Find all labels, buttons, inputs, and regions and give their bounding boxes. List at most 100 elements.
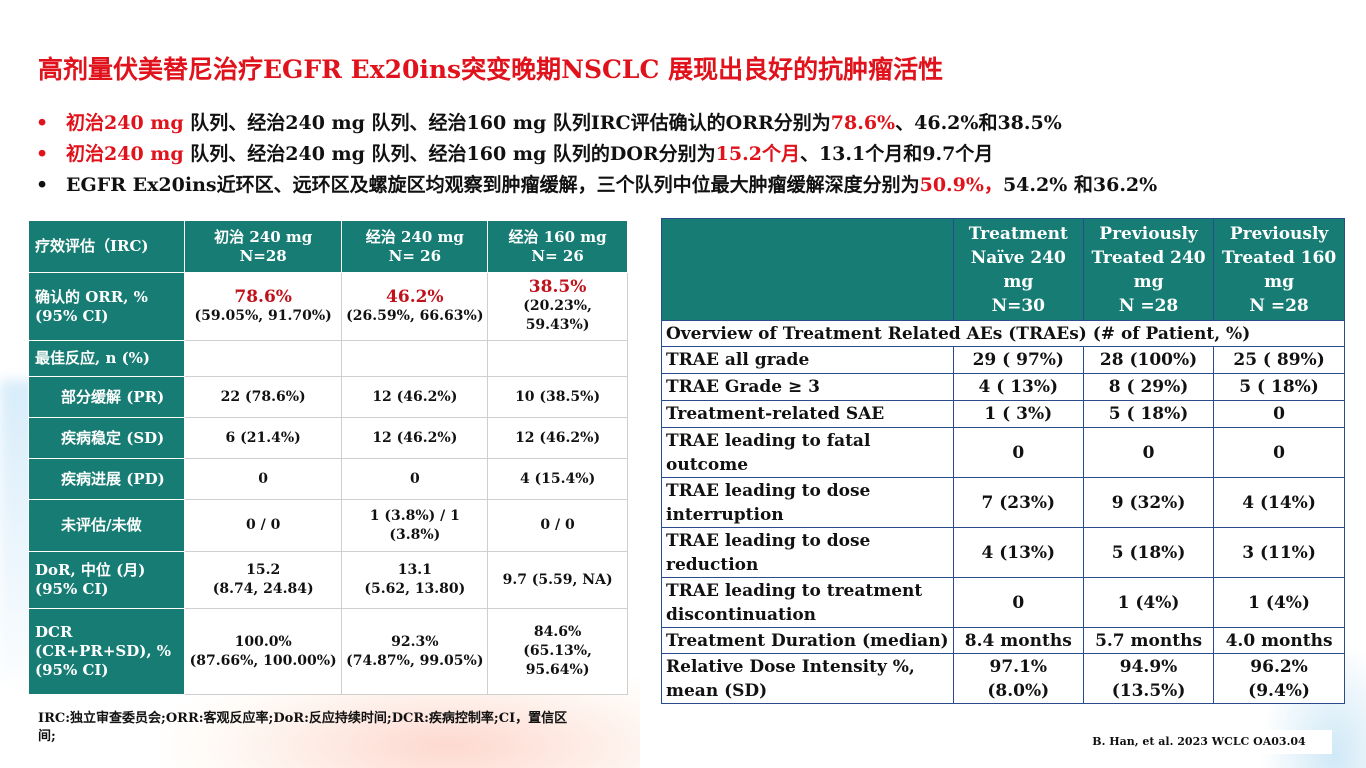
table-cell: 28 (100%)	[1082, 346, 1215, 374]
orr-ci: (59.05%, 91.70%)	[194, 307, 332, 324]
row-label: TRAE leading to dose interruption	[661, 477, 954, 528]
header-line: Naïve 240 mg	[970, 247, 1066, 292]
overview-text: Overview of Treatment Related AEs (TRAEs…	[661, 320, 1345, 347]
header-line: Treated 240	[1091, 247, 1206, 268]
key-point-highlight: 50.9%，	[919, 174, 1003, 196]
abbreviation-footnote: IRC:独立审查委员会;ORR:客观反应率;DoR:反应持续时间;DCR:疾病控…	[38, 711, 568, 744]
table-cell: 22 (78.6%)	[183, 376, 343, 418]
header-naive-240: Treatment Naïve 240 mg N=30	[952, 218, 1084, 321]
dcr-value: 84.6%	[533, 624, 582, 640]
dor-cell: 9.7 (5.59, NA)	[487, 551, 628, 609]
table-cell: 5 ( 18%)	[1082, 400, 1215, 428]
row-label: TRAE leading to treatment discontinuatio…	[661, 577, 954, 628]
key-point-text: 、46.2%和38.5%	[895, 112, 1062, 134]
table-cell: 0	[183, 458, 343, 500]
dcr-cell: 100.0% (87.66%, 100.00%)	[183, 608, 343, 695]
dor-ci: (8.74, 24.84)	[212, 581, 314, 597]
dor-value: 15.2	[246, 562, 281, 578]
key-point-highlight: 78.6%	[830, 112, 896, 134]
row-label: Treatment Duration (median)	[661, 627, 954, 654]
dcr-ci: (87.66%, 100.00%)	[189, 652, 337, 669]
slide-title: 高剂量伏美替尼治疗EGFR Ex20ins突变晚期NSCLC 展现出良好的抗肿瘤…	[38, 55, 944, 84]
dcr-value: 100.0%	[234, 633, 292, 650]
header-line: N =28	[1118, 295, 1179, 316]
table-cell: 0	[341, 458, 489, 500]
table-cell: 96.2% (9.4%)	[1213, 653, 1345, 704]
table-cell: 9 (32%)	[1082, 477, 1215, 528]
empty-cell	[341, 340, 489, 377]
bullet-marker: •	[36, 174, 49, 196]
key-point-text: 、13.1个月和9.7个月	[799, 143, 994, 165]
table-cell: 97.1% (8.0%)	[952, 653, 1084, 704]
header-line: N=30	[991, 295, 1046, 316]
table-cell: 25 ( 89%)	[1213, 346, 1345, 374]
table-cell: 3 (11%)	[1213, 527, 1345, 578]
key-point-1: • 初治240 mg 队列、经治240 mg 队列、经治160 mg 队列IRC评…	[36, 108, 1157, 139]
safety-row: Treatment Duration (median) 8.4 months 5…	[661, 627, 1345, 654]
header-line: 初治 240 mg	[214, 227, 313, 246]
dor-value: 9.7 (5.59, NA)	[502, 571, 613, 588]
row-label: TRAE Grade ≥ 3	[661, 373, 954, 401]
table-cell: 0	[952, 577, 1084, 628]
overview-row: Overview of Treatment Related AEs (TRAEs…	[661, 320, 1345, 347]
header-treated-160: Previously Treated 160 mg N =28	[1213, 218, 1345, 321]
row-label-line: DoR, 中位 (月)	[35, 561, 146, 579]
row-label: TRAE leading to fatal outcome	[661, 427, 954, 478]
bullet-marker: •	[36, 112, 49, 134]
efficacy-header-row: 疗效评估（IRC) 初治 240 mg N=28 经治 240 mg N= 26 经…	[28, 220, 628, 273]
orr-value: 78.6%	[234, 286, 292, 307]
dor-cell: 15.2 (8.74, 24.84)	[183, 551, 343, 609]
row-label-line: 确认的 ORR, %	[35, 287, 148, 306]
header-line: Previously	[1099, 223, 1198, 244]
header-line: Treated 160	[1221, 247, 1337, 268]
not-evaluated-row: 未评估/未做 0 / 0 1 (3.8%) / 1 (3.8%) 0 / 0	[28, 499, 628, 552]
safety-row: TRAE leading to dose interruption 7 (23%…	[661, 477, 1345, 528]
key-point-text: 54.2% 和36.2%	[1002, 174, 1158, 196]
empty-cell	[487, 340, 628, 377]
pd-label: 疾病进展 (PD)	[28, 458, 185, 500]
safety-row: TRAE leading to treatment discontinuatio…	[661, 577, 1345, 628]
not-evaluated-label: 未评估/未做	[28, 499, 185, 552]
table-cell: 8 ( 29%)	[1082, 373, 1215, 401]
key-point-text: 初治240 mg	[66, 143, 191, 165]
orr-cell: 46.2% (26.59%, 66.63%)	[341, 272, 489, 341]
key-point-2: • 初治240 mg 队列、经治240 mg 队列、经治160 mg 队列的DOR…	[36, 139, 1157, 170]
orr-value: 46.2%	[386, 286, 444, 307]
table-cell: 4 (14%)	[1213, 477, 1345, 528]
safety-row: TRAE all grade 29 ( 97%) 28 (100%) 25 ( …	[661, 346, 1345, 374]
key-point-text: EGFR Ex20ins近环区、远环区及螺旋区均观察到肿瘤缓解，三个队列中位最大…	[66, 174, 920, 196]
table-cell: 4 (13%)	[952, 527, 1084, 578]
table-cell: 7 (23%)	[952, 477, 1084, 528]
dcr-ci: (74.87%, 99.05%)	[346, 652, 484, 669]
row-label-line: (95% CI)	[35, 580, 109, 598]
header-label: 疗效评估（IRC)	[28, 220, 185, 273]
orr-ci: (20.23%, 59.43%)	[523, 298, 592, 333]
key-point-text: 初治240 mg	[66, 112, 191, 134]
table-cell: 0 / 0	[183, 499, 343, 552]
key-points-list: • 初治240 mg 队列、经治240 mg 队列、经治160 mg 队列IRC评…	[36, 108, 1157, 201]
safety-table: Treatment Naïve 240 mg N=30 Previously T…	[661, 218, 1345, 704]
header-cohort-1: 初治 240 mg N=28	[183, 220, 343, 273]
header-line: 经治 240 mg	[365, 227, 464, 246]
safety-row: TRAE leading to fatal outcome 0 0 0	[661, 427, 1345, 478]
table-cell: 4.0 months	[1213, 627, 1345, 654]
row-label: Treatment-related SAE	[661, 400, 954, 428]
orr-cell: 78.6% (59.05%, 91.70%)	[183, 272, 343, 341]
table-cell: 12 (46.2%)	[341, 376, 489, 418]
table-cell: 0	[1213, 400, 1345, 428]
dor-value: 13.1	[397, 562, 432, 578]
table-cell: 1 ( 3%)	[952, 400, 1084, 428]
dor-row: DoR, 中位 (月) (95% CI) 15.2 (8.74, 24.84) 13…	[28, 551, 628, 609]
header-treated-240: Previously Treated 240 mg N =28	[1082, 218, 1215, 321]
table-cell: 4 (15.4%)	[487, 458, 628, 500]
dcr-cell: 84.6% (65.13%, 95.64%)	[487, 608, 628, 695]
table-cell: 10 (38.5%)	[487, 376, 628, 418]
table-cell: 1 (3.8%) / 1 (3.8%)	[341, 499, 489, 552]
row-label-line: (95% CI)	[35, 661, 109, 679]
table-cell: 5 (18%)	[1082, 527, 1215, 578]
table-cell: 6 (21.4%)	[183, 417, 343, 459]
table-cell: 94.9% (13.5%)	[1082, 653, 1215, 704]
dor-label: DoR, 中位 (月) (95% CI)	[28, 551, 185, 609]
pd-row: 疾病进展 (PD) 0 0 4 (15.4%)	[28, 458, 628, 500]
header-blank	[661, 218, 954, 321]
